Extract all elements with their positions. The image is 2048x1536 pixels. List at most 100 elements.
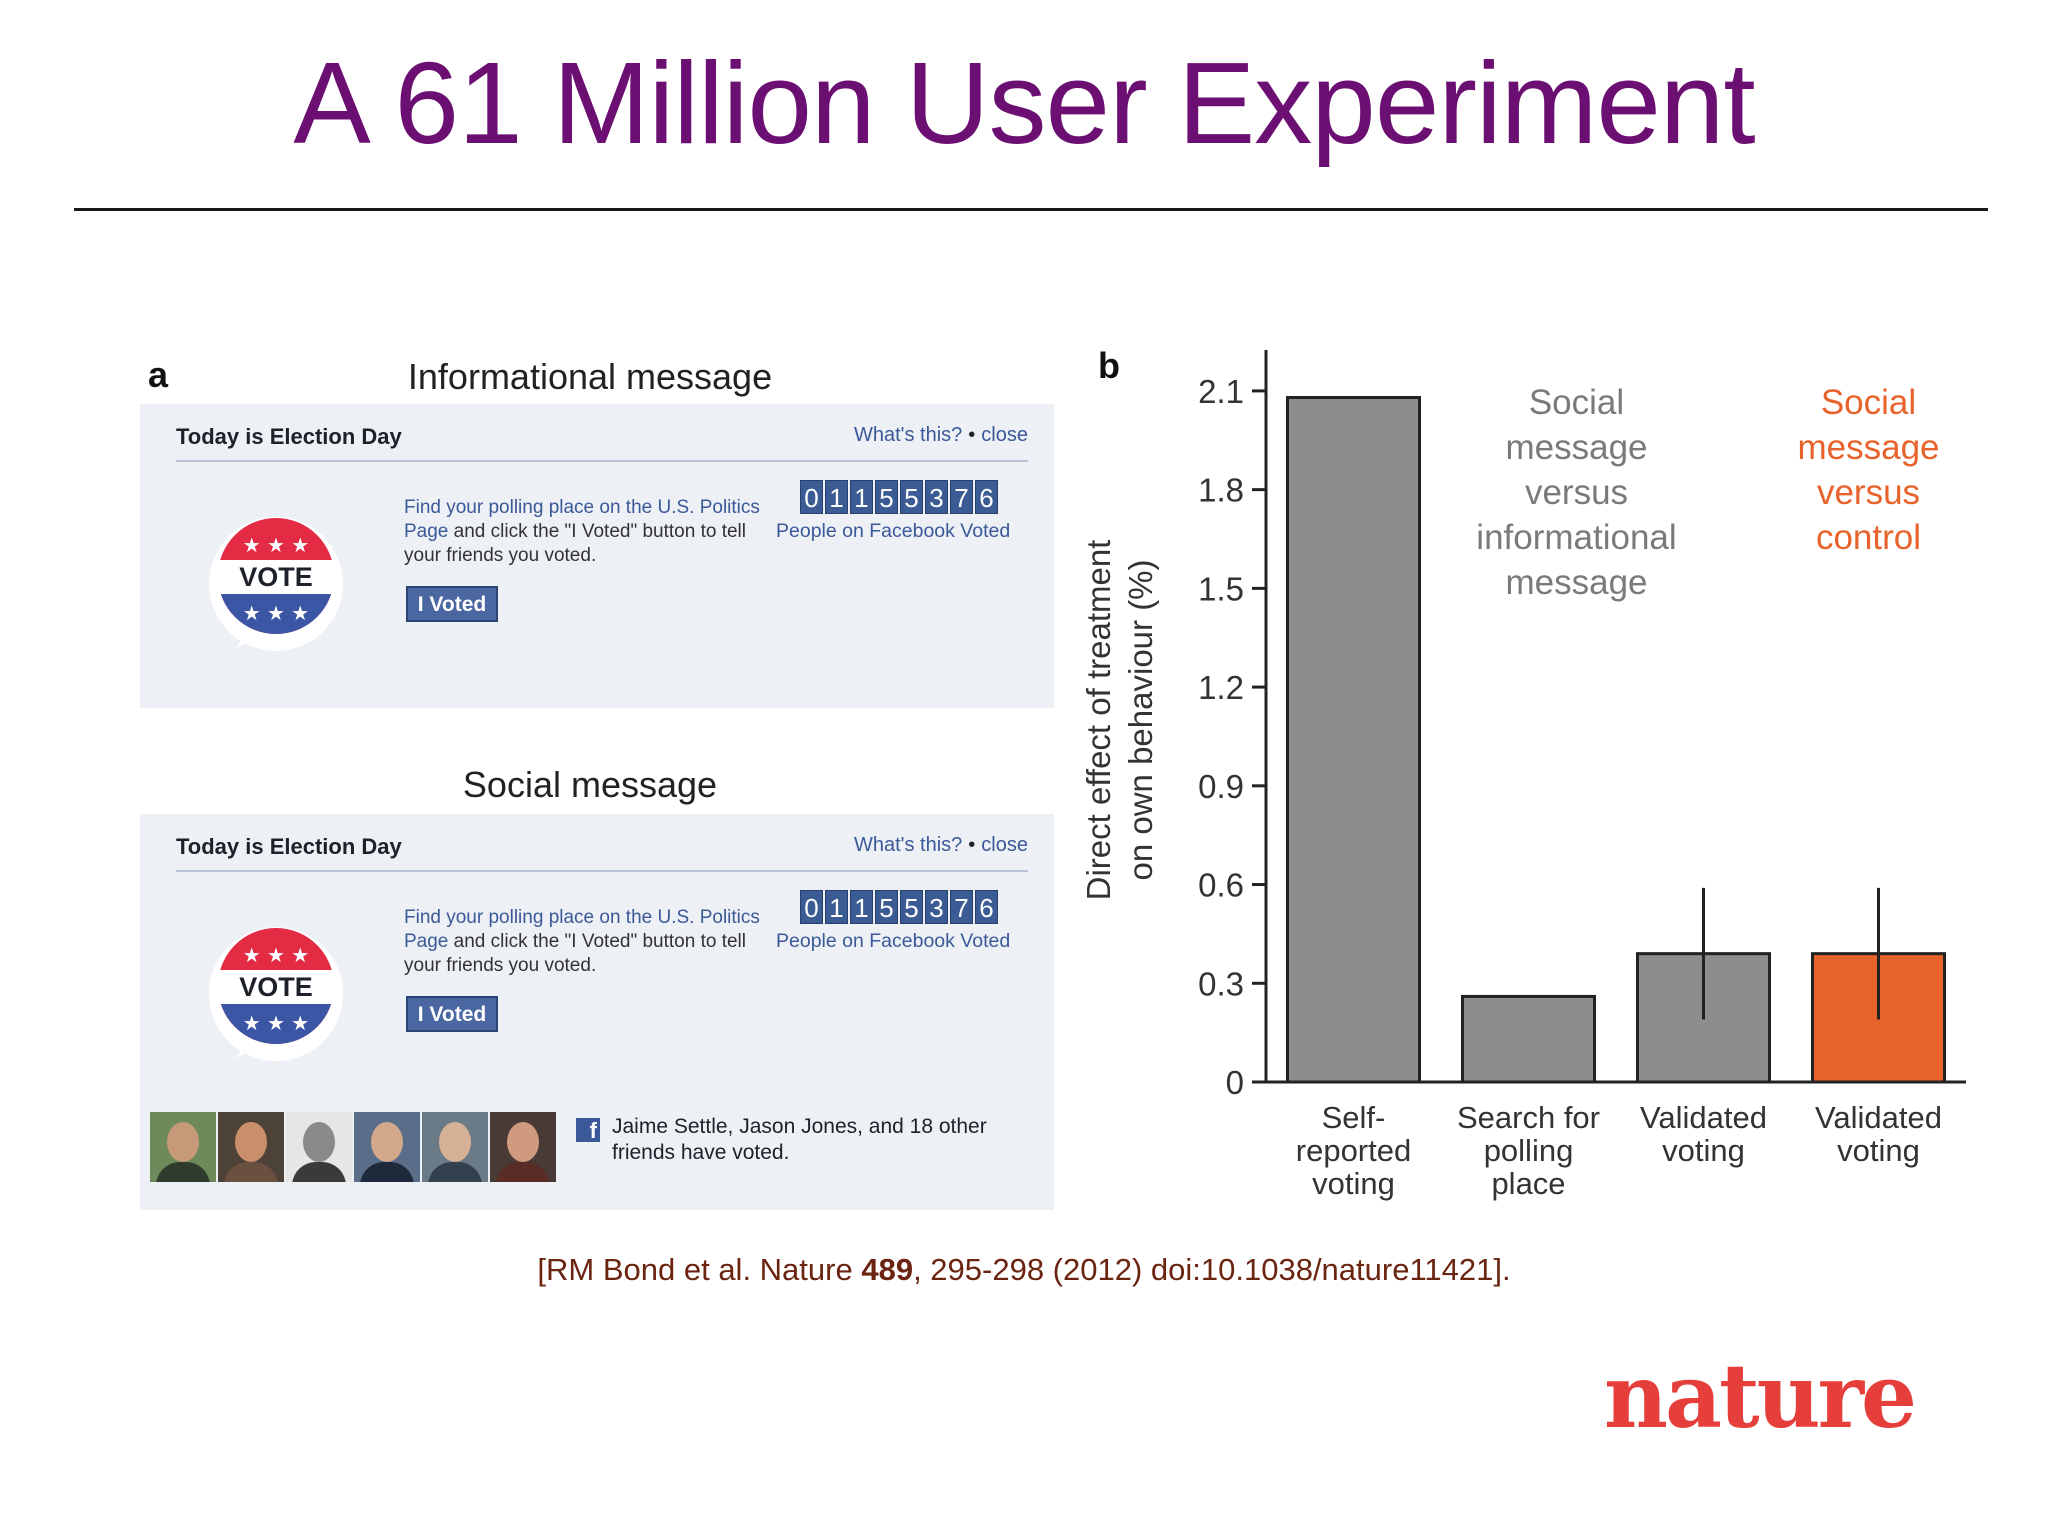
friend-photos xyxy=(150,1112,556,1182)
counter-digit: 0 xyxy=(800,890,823,924)
social-caption: Social message xyxy=(462,764,718,805)
friend-avatar[interactable] xyxy=(354,1112,420,1182)
counter-digit: 1 xyxy=(825,480,848,514)
chart-annotation: versus xyxy=(1525,473,1628,512)
informational-banner: Today is Election Day What's this? • close… xyxy=(140,404,1054,708)
banner-header: Today is Election Day What's this? • close xyxy=(176,424,1028,462)
x-tick-label: place xyxy=(1491,1166,1565,1201)
counter-digit: 1 xyxy=(850,480,873,514)
banner-links: What's this? • close xyxy=(854,424,1028,447)
x-tick-label: reported xyxy=(1296,1133,1411,1168)
social-banner: Today is Election Day What's this? • close… xyxy=(140,814,1054,1210)
banner-header: Today is Election Day What's this? • close xyxy=(176,834,1028,872)
y-tick-label: 2.1 xyxy=(1198,373,1244,410)
chart-annotation: Social xyxy=(1529,383,1624,422)
polling-place-instructions: and click the "I Voted" button to tell y… xyxy=(404,521,746,566)
svg-text:★ ★ ★: ★ ★ ★ xyxy=(243,943,310,967)
facebook-icon: f xyxy=(576,1118,600,1143)
counter-digit: 5 xyxy=(875,480,898,514)
vote-badge-icon: VOTE ★ ★ ★ ★ ★ ★ xyxy=(209,927,343,1061)
y-tick-label: 0 xyxy=(1226,1064,1244,1101)
effect-bar-chart: b 0 0.3 0.6 0.9 1.2 1.5 1.8 2.1 Direct effect of … xyxy=(1080,345,1966,1201)
citation-prefix: [RM Bond et al. Nature xyxy=(537,1252,862,1287)
panel-b-letter: b xyxy=(1098,345,1120,386)
counter-digit: 1 xyxy=(850,890,873,924)
banner-links: What's this? • close xyxy=(854,834,1028,857)
slide-title: A 61 Million User Experiment xyxy=(293,38,1755,168)
separator-dot: • xyxy=(968,834,976,856)
vote-badge-text: VOTE xyxy=(239,562,313,592)
polling-place-text: Find your polling place on the U.S. Poli… xyxy=(404,496,784,568)
chart-annotation: message xyxy=(1505,428,1647,467)
friends-voted-text: Jaime Settle, Jason Jones, and 18 other … xyxy=(612,1115,987,1164)
whats-this-link[interactable]: What's this? xyxy=(853,834,963,856)
citation-volume: 489 xyxy=(861,1252,914,1287)
vote-badge-icon: VOTE ★ ★ ★ ★ ★ ★ xyxy=(209,517,343,651)
whats-this-link[interactable]: What's this? xyxy=(853,424,963,446)
x-tick-label: voting xyxy=(1837,1133,1920,1168)
vote-badge-text: VOTE xyxy=(239,972,313,1002)
x-tick-label: polling xyxy=(1484,1133,1574,1168)
svg-text:★ ★ ★: ★ ★ ★ xyxy=(243,601,310,625)
citation: [RM Bond et al. Nature 489, 295-298 (201… xyxy=(0,1252,2048,1288)
y-tick-label: 1.8 xyxy=(1198,472,1244,509)
chart-annotation: control xyxy=(1816,518,1921,557)
counter-digit: 7 xyxy=(950,890,973,924)
y-tick-label: 0.9 xyxy=(1198,768,1244,805)
voter-counter: 0 1 1 5 5 3 7 6 xyxy=(800,480,998,514)
i-voted-button[interactable]: I Voted xyxy=(406,996,498,1032)
i-voted-button[interactable]: I Voted xyxy=(406,586,498,622)
bar xyxy=(1461,994,1596,1084)
counter-digit: 0 xyxy=(800,480,823,514)
polling-place-instructions: and click the "I Voted" button to tell y… xyxy=(404,931,746,976)
counter-digit: 5 xyxy=(900,890,923,924)
counter-digit: 6 xyxy=(975,890,998,924)
counter-digit: 3 xyxy=(925,890,948,924)
informational-caption: Informational message xyxy=(407,356,773,397)
close-link[interactable]: close xyxy=(981,424,1028,446)
polling-place-text: Find your polling place on the U.S. Poli… xyxy=(404,906,784,978)
citation-suffix: , 295-298 (2012) doi:10.1038/nature11421… xyxy=(913,1252,1511,1287)
chart-annotation: message xyxy=(1797,428,1939,467)
friend-avatar[interactable] xyxy=(218,1112,284,1182)
counter-digit: 7 xyxy=(950,480,973,514)
separator-dot: • xyxy=(968,424,976,446)
chart-annotation: message xyxy=(1505,563,1647,602)
x-tick-label: Search for xyxy=(1457,1100,1600,1135)
politics-page-link[interactable]: Find your polling place on the U.S. Poli… xyxy=(404,497,760,542)
voter-counter: 0 1 1 5 5 3 7 6 xyxy=(800,890,998,924)
friend-avatar[interactable] xyxy=(422,1112,488,1182)
y-axis-label: Direct effect of treatment xyxy=(1080,540,1117,901)
counter-label: People on Facebook Voted xyxy=(776,930,1011,952)
y-tick-label: 0.3 xyxy=(1198,965,1244,1002)
friend-avatar[interactable] xyxy=(150,1112,216,1182)
close-link[interactable]: close xyxy=(981,834,1028,856)
nature-logo: nature xyxy=(1604,1344,1917,1448)
counter-digit: 3 xyxy=(925,480,948,514)
chart-annotation: Social xyxy=(1821,383,1916,422)
x-tick-label: Validated xyxy=(1640,1100,1767,1135)
chart-annotation: versus xyxy=(1817,473,1920,512)
x-tick-label: voting xyxy=(1662,1133,1745,1168)
x-tick-label: voting xyxy=(1312,1166,1395,1201)
svg-text:★ ★ ★: ★ ★ ★ xyxy=(243,533,310,557)
counter-label: People on Facebook Voted xyxy=(776,520,1011,542)
counter-digit: 5 xyxy=(875,890,898,924)
title-divider xyxy=(74,208,1988,211)
bar xyxy=(1286,395,1421,1084)
y-tick-label: 1.5 xyxy=(1198,570,1244,607)
counter-digit: 5 xyxy=(900,480,923,514)
y-tick-label: 1.2 xyxy=(1198,669,1244,706)
y-axis-label: on own behaviour (%) xyxy=(1122,559,1159,880)
panel-a-letter: a xyxy=(148,354,169,395)
x-tick-label: Self- xyxy=(1322,1100,1386,1135)
chart-annotation: informational xyxy=(1476,518,1676,557)
svg-text:★ ★ ★: ★ ★ ★ xyxy=(243,1011,310,1035)
friend-avatar[interactable] xyxy=(490,1112,556,1182)
banner-title: Today is Election Day xyxy=(176,424,402,449)
banner-title: Today is Election Day xyxy=(176,834,402,859)
counter-digit: 1 xyxy=(825,890,848,924)
friend-avatar[interactable] xyxy=(286,1112,352,1182)
politics-page-link[interactable]: Find your polling place on the U.S. Poli… xyxy=(404,907,760,952)
x-tick-label: Validated xyxy=(1815,1100,1942,1135)
